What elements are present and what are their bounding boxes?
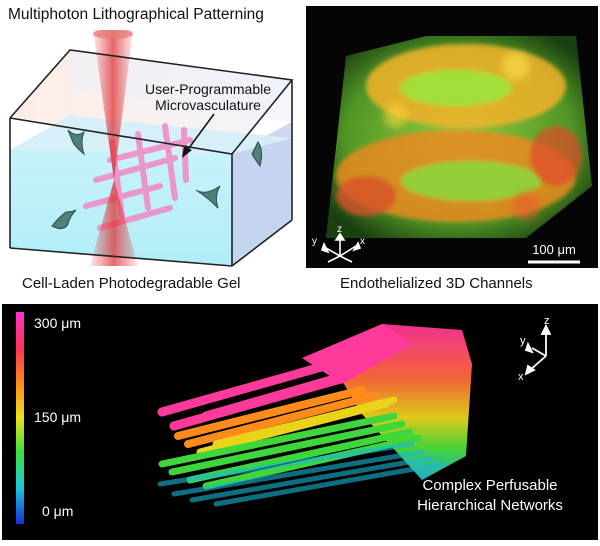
annotation-arrow [182, 113, 215, 158]
micrograph-axis-y: y [312, 236, 317, 247]
vascular-network [157, 324, 472, 507]
colorbar-bottom-label: 0 μm [42, 503, 73, 519]
micrograph-axis-z: z [337, 224, 342, 235]
micrograph-axis-x: x [360, 236, 365, 247]
gel-schematic: User-Programmable Microvasculature [9, 30, 294, 267]
annotation-line2: Microvasculature [155, 97, 261, 113]
scale-bar-label: 100 μm [532, 242, 576, 257]
network-label-line2: Hierarchical Networks [417, 497, 563, 514]
network-axis-x: x [518, 371, 524, 383]
gel-box-outline [9, 49, 294, 267]
laser-beam [90, 30, 138, 266]
annotation-line1: User-Programmable [145, 81, 271, 97]
network-axis-z: z [544, 315, 550, 327]
panel-b-caption: Endothelialized 3D Channels [340, 275, 533, 292]
endothelial-micrograph: z y x 100 μm [306, 6, 598, 268]
microvasculature-lattice [83, 123, 193, 231]
colorbar-mid-label: 150 μm [34, 409, 81, 425]
cells [51, 129, 263, 230]
network-axes-icon [524, 323, 552, 376]
depth-colorbar [16, 312, 24, 524]
panel-a-caption: Cell-Laden Photodegradable Gel [22, 275, 241, 292]
network-axis-y: y [520, 335, 526, 347]
network-render: 300 μm 150 μm 0 μm [2, 304, 598, 540]
micrograph-axes-icon [320, 232, 362, 263]
colorbar-top-label: 300 μm [34, 315, 81, 331]
network-label-line1: Complex Perfusable [422, 477, 557, 494]
panel-a-title: Multiphoton Lithographical Patterning [8, 6, 264, 23]
